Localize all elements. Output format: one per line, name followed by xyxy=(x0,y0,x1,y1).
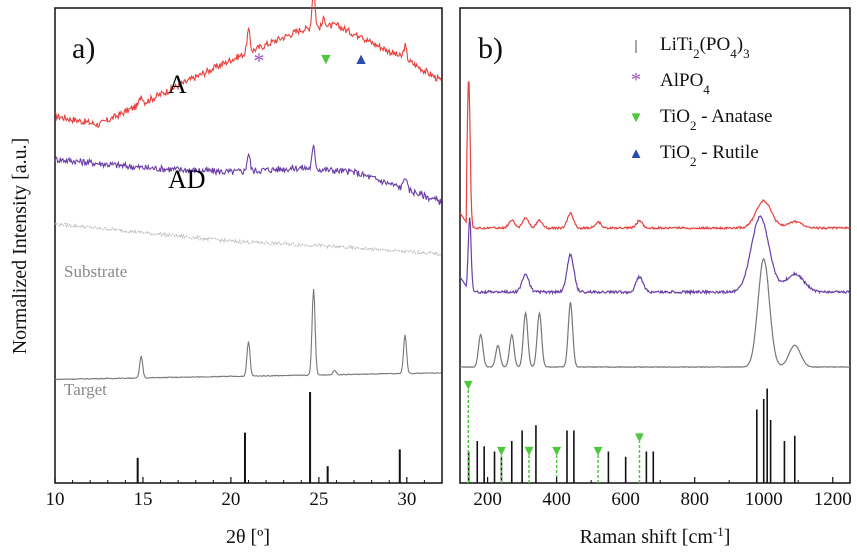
legend-entry-part: - Anatase xyxy=(696,106,772,127)
legend-entry: TiO2 - Anatase xyxy=(660,106,772,133)
x-tick-label-a: 15 xyxy=(133,489,152,510)
legend-entry-part: 2 xyxy=(693,46,700,61)
x-tick-label-a: 25 xyxy=(309,489,328,510)
legend-entry-part: 4 xyxy=(730,46,737,61)
x-tick-label-a: 20 xyxy=(221,489,240,510)
anatase-marker: ▼ xyxy=(632,430,647,446)
panel-b-letter: b) xyxy=(478,32,503,65)
target-label: Target xyxy=(64,380,107,399)
x-axis-label-b-main: Raman shift [cm xyxy=(580,526,714,548)
y-axis-label: Normalized Intensity [a.u.] xyxy=(9,138,31,355)
panel-b: ▼▼ ▼ ▼ ▼▼ 200 400 600 800 1000 1200 b) | LiTi2(PO… xyxy=(459,7,852,549)
anatase-marker: ▼ xyxy=(522,443,537,459)
trace-label-a: A xyxy=(168,70,187,99)
anatase-marker: ▼ xyxy=(549,443,564,459)
legend-entry-part: 2 xyxy=(690,154,697,169)
legend-symbol: | xyxy=(634,38,637,54)
panel-a-frame xyxy=(54,7,443,484)
legend-symbol: ▲ xyxy=(629,146,644,162)
legend-entry-part: 4 xyxy=(703,82,710,97)
legend-entry-part: TiO xyxy=(660,106,690,127)
legend-entry-part: LiTi xyxy=(660,34,693,55)
phase-marker-a: ▼ xyxy=(318,51,334,68)
x-tick-label-b: 1200 xyxy=(814,489,852,510)
panel-b-frame xyxy=(459,7,851,484)
x-axis-label-b-sup: -1 xyxy=(713,524,724,539)
legend-entry-part: - Rutile xyxy=(696,142,758,163)
trace-a-substrate xyxy=(54,221,442,257)
trace-a-a xyxy=(54,0,442,129)
legend: | LiTi2(PO4)3* AlPO4▼ TiO2 - Anatase▲ TiO2 -… xyxy=(629,34,773,169)
x-tick-label-b: 200 xyxy=(473,489,502,510)
x-tick-label-b: 600 xyxy=(611,489,640,510)
panel-a-letter: a) xyxy=(72,32,95,65)
legend-entry-part: AlPO xyxy=(660,70,703,91)
trace-label-ad: AD xyxy=(168,165,206,194)
trace-b-reference xyxy=(459,257,851,369)
x-axis-label-b: Raman shift [cm-1] xyxy=(580,524,731,549)
x-axis-label-b-end: ] xyxy=(724,526,731,548)
trace-b-a xyxy=(459,80,851,231)
legend-entry-part: ) xyxy=(737,34,743,55)
x-tick-label-b: 400 xyxy=(542,489,571,510)
legend-symbol: ▼ xyxy=(629,110,644,126)
legend-entry: AlPO4 xyxy=(660,70,710,97)
x-tick-label-b: 800 xyxy=(680,489,709,510)
substrate-label: Substrate xyxy=(64,262,127,281)
x-axis-label-a: 2θ [º] xyxy=(226,526,270,548)
legend-entry: LiTi2(PO4)3 xyxy=(660,34,750,61)
legend-entry: TiO2 - Rutile xyxy=(660,142,759,169)
phase-marker-a: ▲ xyxy=(353,51,369,68)
trace-a-ad xyxy=(54,144,442,205)
x-tick-label-a: 10 xyxy=(46,489,65,510)
anatase-marker: ▼ xyxy=(591,443,606,459)
legend-entry-part: 3 xyxy=(743,46,750,61)
trace-b-ad xyxy=(459,215,851,296)
panel-a: * ▼ ▲ 10 15 20 25 30 a) A AD Substrate Target … xyxy=(9,0,443,548)
x-tick-label-a: 30 xyxy=(397,489,416,510)
legend-entry-part: 2 xyxy=(690,118,697,133)
anatase-marker: ▼ xyxy=(461,377,476,393)
phase-marker-a: * xyxy=(254,48,265,73)
anatase-marker: ▼ xyxy=(494,443,509,459)
trace-a-reference xyxy=(54,288,442,381)
legend-symbol: * xyxy=(631,69,641,91)
legend-entry-part: TiO xyxy=(660,142,690,163)
x-tick-label-b: 1000 xyxy=(745,489,783,510)
legend-entry-part: (PO xyxy=(700,34,731,55)
